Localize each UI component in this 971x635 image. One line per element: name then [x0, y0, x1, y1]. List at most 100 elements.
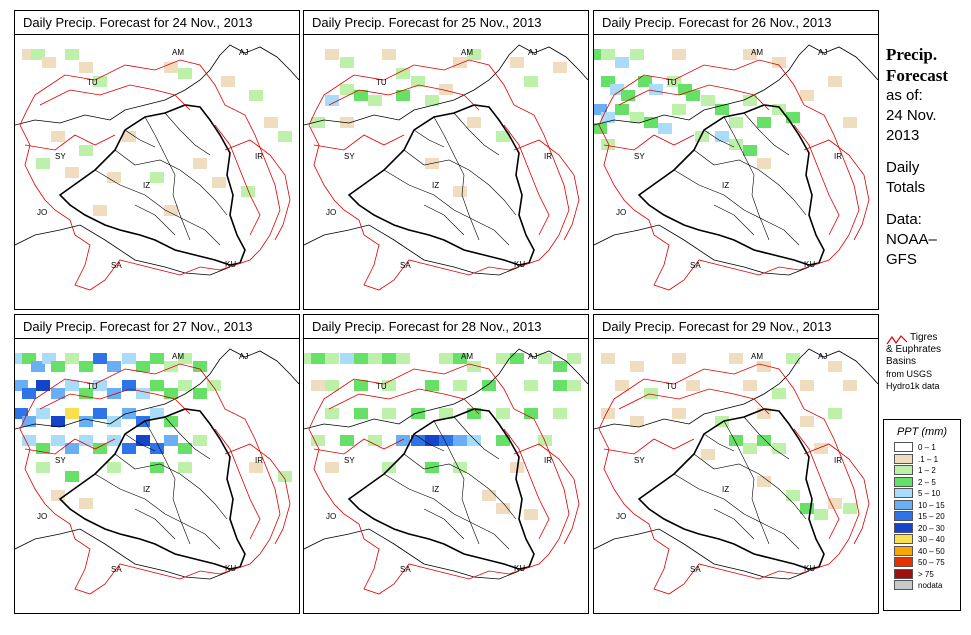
- precip-cell: [325, 49, 339, 60]
- precip-cell: [757, 476, 771, 487]
- precip-cell: [729, 117, 743, 128]
- map-label-sy: SY: [344, 152, 355, 161]
- precip-cell: [150, 462, 164, 473]
- precip-cell: [644, 388, 658, 399]
- precip-cell: [311, 435, 325, 446]
- precip-cell: [828, 76, 842, 87]
- precip-cell: [193, 435, 207, 446]
- precip-cell: [743, 145, 757, 156]
- precip-cell: [615, 380, 629, 391]
- precip-cell: [93, 380, 107, 391]
- map-label-tu: TU: [666, 382, 677, 391]
- precip-cell: [453, 462, 467, 473]
- legend-item: 40 – 50: [884, 545, 960, 558]
- precip-cell: [249, 462, 263, 473]
- precip-cell: [524, 408, 538, 419]
- precip-cell: [482, 380, 496, 391]
- precip-cell: [340, 353, 354, 364]
- precip-cell: [107, 172, 121, 183]
- sidebar-title-line1: Precip.: [886, 45, 938, 64]
- precip-cell: [22, 416, 36, 427]
- precip-cell: [743, 49, 757, 60]
- precip-cell: [453, 186, 467, 197]
- precip-cell: [249, 90, 263, 101]
- precip-cell: [594, 104, 607, 115]
- precip-cell: [382, 49, 396, 60]
- precip-cell: [772, 104, 786, 115]
- panel-title: Daily Precip. Forecast for 24 Nov., 2013: [15, 11, 299, 35]
- precip-cell: [786, 112, 800, 123]
- precip-cell: [178, 68, 192, 79]
- precip-cell: [686, 380, 700, 391]
- precip-cell: [396, 353, 410, 364]
- precip-cell: [36, 380, 50, 391]
- precip-cell: [630, 49, 644, 60]
- data-line2: NOAA–: [886, 231, 937, 248]
- precip-cell: [340, 84, 354, 95]
- precip-cell: [150, 172, 164, 183]
- precip-cell: [79, 145, 93, 156]
- map-label-sy: SY: [55, 152, 66, 161]
- precip-cell: [757, 361, 771, 372]
- legend-item: nodata: [884, 580, 960, 592]
- precip-cell: [678, 84, 692, 95]
- map-label-iz: IZ: [143, 485, 150, 494]
- map-label-iz: IZ: [432, 181, 439, 190]
- precip-cell: [79, 388, 93, 399]
- precip-cell: [36, 462, 50, 473]
- precip-cell: [65, 443, 79, 454]
- legend-label: 1 – 2: [918, 466, 936, 475]
- map-label-ir: IR: [544, 152, 552, 161]
- precip-cell: [65, 49, 79, 60]
- legend-swatch: [894, 534, 913, 544]
- precip-cell: [304, 353, 317, 364]
- precip-cell: [65, 167, 79, 178]
- precip-cell: [93, 205, 107, 216]
- precip-cell: [36, 158, 50, 169]
- basin-line4: from USGS: [886, 369, 933, 379]
- precip-cell: [743, 380, 757, 391]
- sidebar-info: Precip. Forecast as of: 24 Nov. 2013 Dai…: [886, 44, 971, 270]
- precip-cell: [601, 408, 615, 419]
- precip-cell: [107, 435, 121, 446]
- precip-cell: [193, 388, 207, 399]
- map-label-ku: KU: [514, 260, 525, 269]
- precip-cell: [22, 388, 36, 399]
- legend-label: 10 – 15: [918, 500, 945, 510]
- precip-cell: [800, 90, 814, 101]
- daily-line1: Daily: [886, 159, 920, 176]
- precip-cell: [439, 84, 453, 95]
- precip-cell: [207, 380, 221, 391]
- precip-cell: [221, 76, 235, 87]
- precip-cell: [79, 62, 93, 73]
- precip-cell: [524, 76, 538, 87]
- precip-cell: [178, 462, 192, 473]
- forecast-map-nov28: AM AJ TU SY IR IZ JO SA KU: [304, 348, 588, 595]
- as-of-date-line1: 24 Nov.: [886, 107, 937, 124]
- precip-cell: [382, 353, 396, 364]
- map-label-ir: IR: [834, 456, 842, 465]
- sidebar-title-line2: Forecast: [886, 66, 948, 85]
- precip-cell: [729, 353, 743, 364]
- precip-cell: [382, 462, 396, 473]
- precip-cell: [51, 361, 65, 372]
- precip-cell: [36, 408, 50, 419]
- precip-cell: [93, 443, 107, 454]
- precip-cell: [193, 158, 207, 169]
- precip-cell: [814, 509, 828, 520]
- map-label-ku: KU: [804, 564, 815, 573]
- map-label-aj: AJ: [239, 352, 248, 361]
- precip-cell: [814, 443, 828, 454]
- precip-cell: [772, 388, 786, 399]
- legend-title: PPT (mm): [896, 426, 948, 438]
- precip-cell: [79, 498, 93, 509]
- precip-cell: [757, 158, 771, 169]
- precip-cell: [22, 353, 36, 364]
- precip-cell: [439, 408, 453, 419]
- map-label-iz: IZ: [143, 181, 150, 190]
- precip-cell: [411, 408, 425, 419]
- map-label-ku: KU: [225, 564, 236, 573]
- map-label-am: AM: [751, 352, 763, 361]
- precip-cell: [630, 416, 644, 427]
- precip-cell: [150, 408, 164, 419]
